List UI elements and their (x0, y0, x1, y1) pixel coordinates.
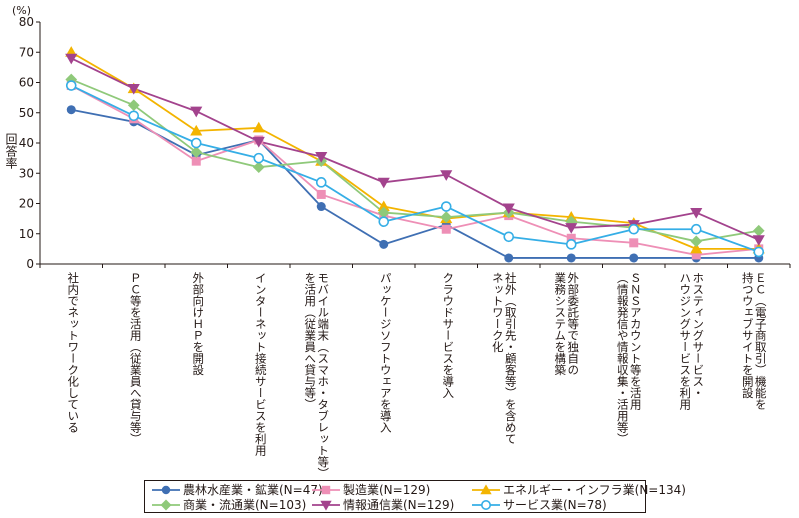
data-point (378, 216, 390, 227)
data-point (127, 99, 140, 112)
legend-marker (161, 485, 171, 495)
data-point (566, 233, 576, 243)
data-point (252, 136, 265, 148)
category-label: インターネット接続サービスを利用 (253, 272, 268, 456)
legend-swatch (312, 485, 340, 495)
category-label: 社外（取引先・顧客等）を含めて ネットワーク化 (490, 272, 518, 445)
data-point (315, 177, 327, 188)
category-label: 外部委託等で独自の 業務システムを構築 (553, 272, 581, 376)
legend-label: エネルギー・インフラ業(N=134) (503, 483, 686, 497)
legend-swatch (312, 500, 340, 511)
data-point (753, 246, 765, 258)
data-point (565, 239, 577, 250)
data-point (752, 224, 765, 237)
series-line (70, 57, 760, 241)
data-point (377, 200, 390, 212)
data-point (566, 253, 576, 263)
data-point (629, 238, 639, 248)
y-tick-label: 20 (19, 197, 34, 211)
data-point (690, 242, 703, 254)
series-line (71, 108, 759, 259)
data-point (377, 177, 390, 189)
y-tick-label: 70 (19, 45, 34, 59)
category-label: ホスティングサービス・ ハウジングサービスを利用 (678, 272, 706, 410)
legend-swatch (152, 485, 180, 495)
data-point (379, 239, 389, 249)
data-point (441, 224, 451, 234)
y-tick-label: 50 (19, 106, 34, 120)
legend-marker (160, 499, 172, 511)
category-label: クラウドサービスを導入 (441, 272, 456, 399)
series-markers (65, 46, 765, 263)
y-tick-label: 0 (26, 257, 34, 271)
data-point (628, 223, 640, 235)
data-point (690, 208, 703, 219)
data-point (315, 152, 328, 163)
y-tick-label: 40 (19, 136, 34, 150)
category-label: ＰＣ等を活用（従業員へ貸与等） (128, 272, 143, 445)
category-label: ＳＮＳアカウント等を活用 （情報発信や情報収集・活用等） (615, 272, 643, 445)
data-point (190, 137, 202, 149)
legend-label: 情報通信業(N=129) (343, 498, 455, 512)
series-line (70, 84, 759, 256)
data-point (502, 203, 515, 215)
data-point (65, 80, 77, 91)
legend-label: 製造業(N=129) (343, 483, 431, 497)
data-point (690, 223, 702, 235)
category-label: モバイル端末（スマホ・タブレット等） を活用（従業員へ貸与等） (303, 272, 331, 479)
series-lines (70, 51, 760, 259)
data-point (190, 106, 203, 118)
legend-marker (480, 484, 492, 495)
data-point (440, 201, 452, 212)
data-point (128, 110, 140, 122)
data-point (691, 250, 701, 260)
series-line (70, 84, 760, 253)
legend: 農林水産業・鉱業(N=47) 製造業(N=129) エネルギー・インフラ業(N=13… (144, 480, 686, 513)
data-point (503, 231, 515, 243)
legend-swatch (472, 484, 500, 495)
data-point (752, 235, 765, 246)
category-label: 社内でネットワーク化している (66, 272, 81, 433)
data-point (440, 170, 453, 181)
legend-swatch (152, 499, 180, 511)
axes: 0 10 20 30 40 50 60 70 80 (19, 15, 791, 271)
data-point (252, 161, 265, 174)
data-point (66, 105, 76, 115)
data-point (127, 83, 140, 95)
data-point (377, 206, 390, 219)
y-tick-label: 60 (19, 76, 34, 90)
data-point (253, 152, 265, 164)
legend-marker (320, 500, 332, 511)
data-point (440, 211, 453, 223)
legend-label: サービス業(N=78) (503, 498, 607, 512)
y-tick-label: 30 (19, 166, 34, 180)
data-point (629, 253, 639, 263)
category-label: パッケージソフトウェアを導入 (378, 272, 393, 433)
series-line (70, 51, 759, 250)
y-axis-label: 回答率 (4, 133, 18, 169)
data-point (190, 146, 203, 158)
legend-marker (481, 500, 491, 510)
y-axis-unit: (%) (12, 4, 32, 17)
legend-marker (321, 485, 331, 495)
data-point (565, 223, 578, 234)
data-point (316, 202, 326, 212)
data-point (316, 189, 326, 199)
data-point (190, 124, 203, 136)
data-point (191, 156, 201, 166)
data-point (65, 53, 78, 65)
y-tick-label: 80 (19, 15, 34, 29)
data-point (504, 253, 514, 263)
y-tick-label: 10 (19, 227, 34, 241)
legend-label: 農林水産業・鉱業(N=47) (183, 483, 323, 497)
legend-swatch (472, 500, 500, 510)
data-point (690, 235, 703, 248)
category-label: ＥＣ（電子商取引）機能を 持つウェブサイトを開設 (740, 272, 768, 410)
legend-label: 商業・流通業(N=103) (183, 498, 307, 512)
data-point (252, 121, 265, 133)
category-label: 外部向けＨＰを開設 (191, 272, 206, 376)
